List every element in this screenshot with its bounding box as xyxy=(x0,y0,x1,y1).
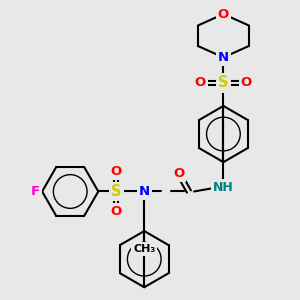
Text: O: O xyxy=(241,76,252,89)
Text: N: N xyxy=(218,51,229,64)
Text: O: O xyxy=(110,206,122,218)
Text: F: F xyxy=(31,185,40,198)
Text: CH₃: CH₃ xyxy=(133,244,155,254)
Text: O: O xyxy=(173,167,184,180)
Text: S: S xyxy=(218,76,229,91)
Text: N: N xyxy=(139,185,150,198)
Text: O: O xyxy=(195,76,206,89)
Text: S: S xyxy=(111,184,122,199)
Text: NH: NH xyxy=(213,181,234,194)
Text: O: O xyxy=(218,8,229,20)
Text: O: O xyxy=(110,165,122,178)
